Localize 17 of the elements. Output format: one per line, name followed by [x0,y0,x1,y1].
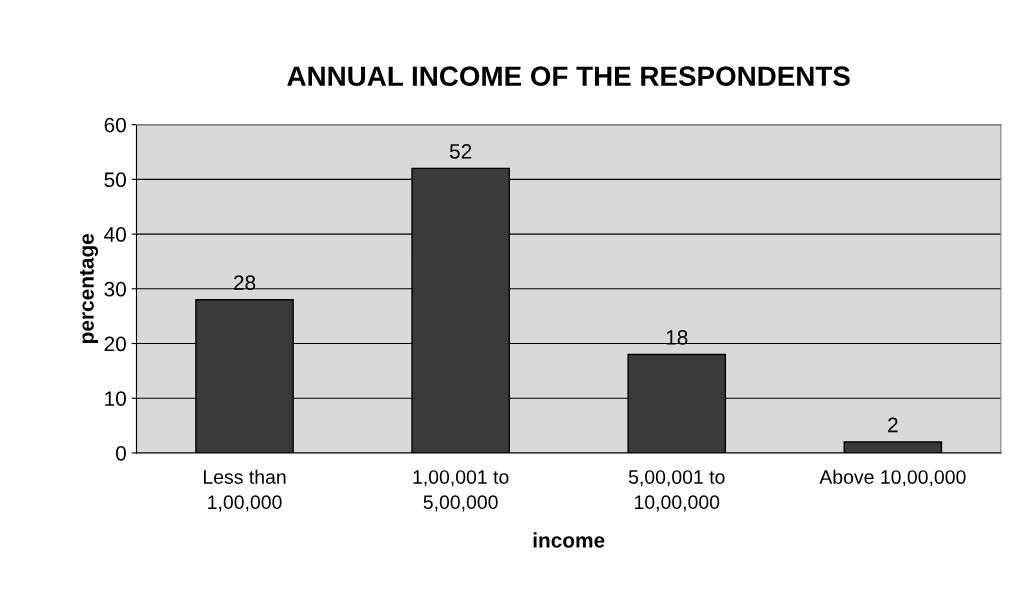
y-tick-label: 40 [104,227,126,242]
y-tick-label: 10 [105,391,126,406]
x-tick-label: 5,00,001 to 10,00,000 [628,470,725,512]
y-tick-label: 60 [104,117,126,133]
y-tick-label: 20 [104,336,126,352]
chart-title: ANNUAL INCOME OF THE RESPONDENTS [287,66,850,87]
data-label: 28 [234,275,256,291]
data-label: 52 [449,143,472,159]
x-tick-label: 1,00,001 to 5,00,000 [413,470,509,512]
y-axis-title: percentage [80,233,99,343]
x-axis-title: income [533,532,605,548]
x-tick-label: Above 10,00,000 [819,469,966,487]
x-tick-label: Less than 1,00,000 [203,469,286,512]
y-tick-label: 0 [115,445,126,461]
y-tick-label: 50 [104,172,126,188]
data-label: 2 [888,417,898,433]
y-tick-label: 30 [104,281,126,297]
